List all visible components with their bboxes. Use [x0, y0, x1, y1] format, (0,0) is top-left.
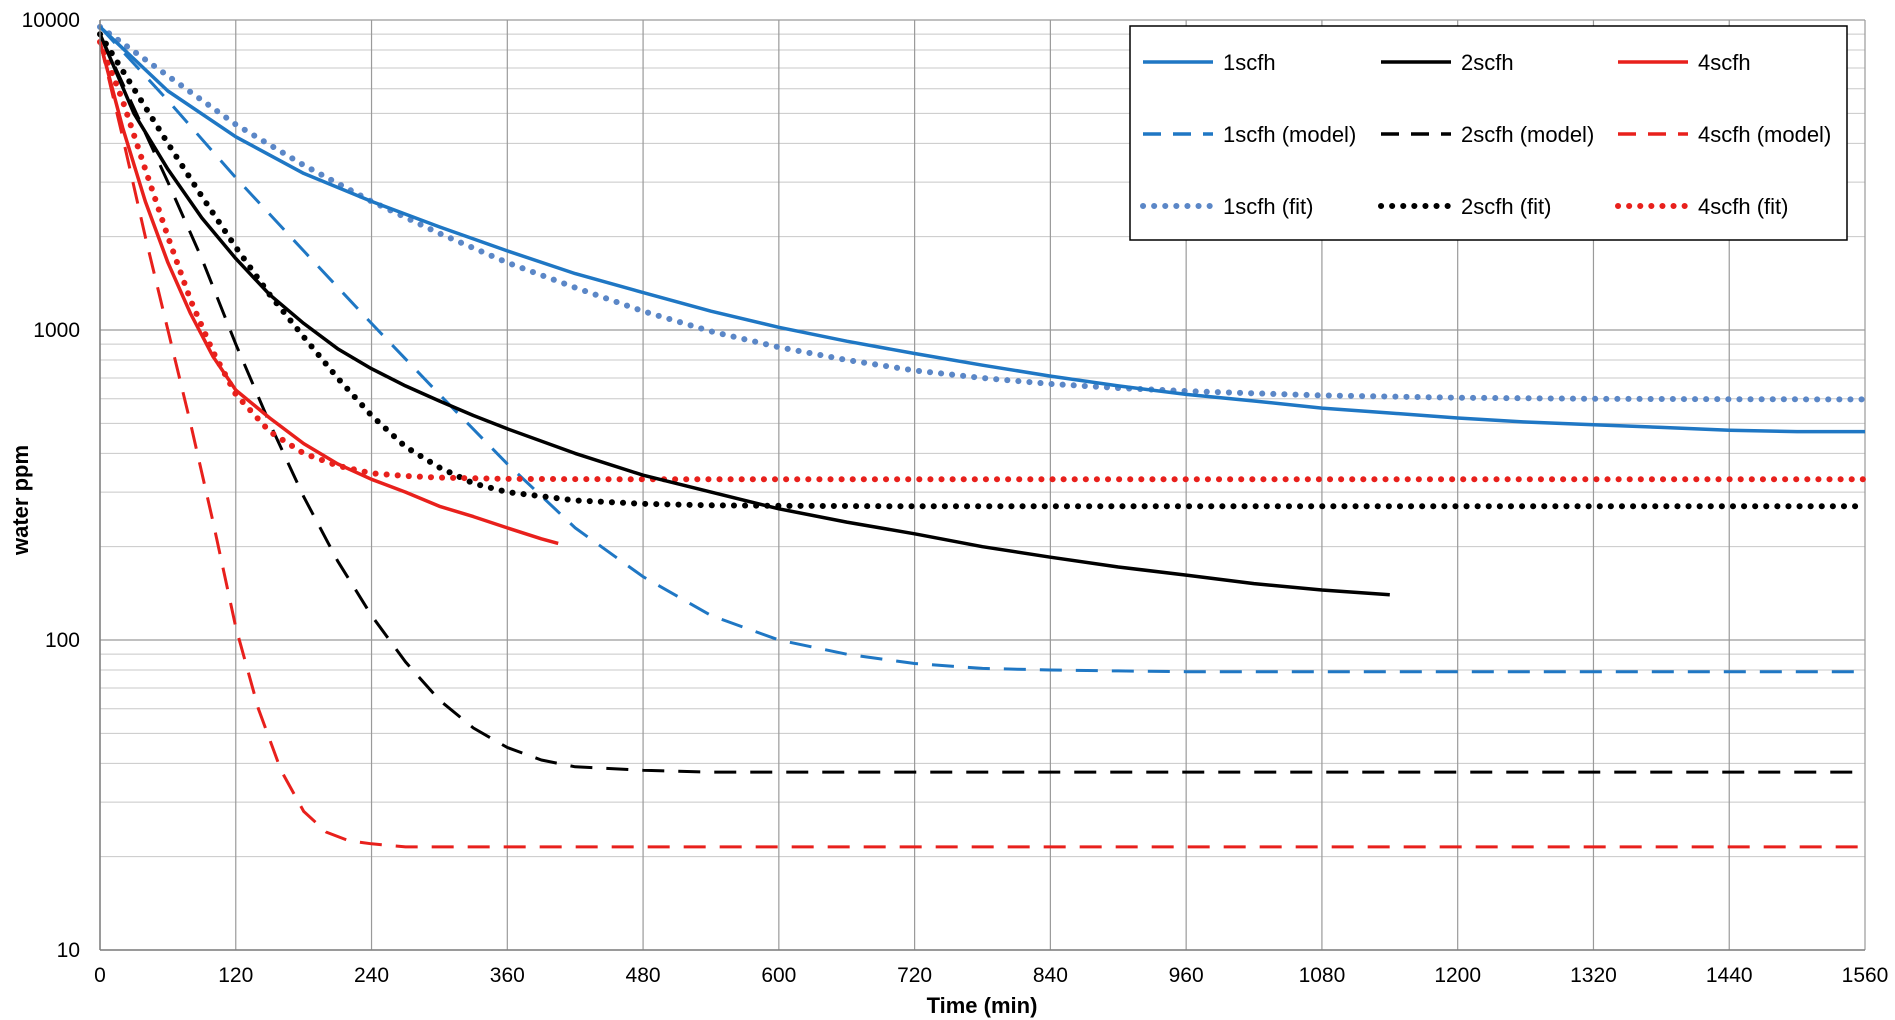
legend-box — [1129, 25, 1848, 241]
x-tick-label: 1080 — [1299, 964, 1346, 987]
legend-label: 4scfh — [1698, 50, 1751, 75]
series-line-4scfh — [98, 41, 559, 546]
y-tick-label: 10000 — [22, 9, 80, 32]
legend-label: 2scfh (fit) — [1461, 194, 1551, 219]
series-line-1scfh-fit- — [97, 23, 1868, 403]
series-line-4scfh-model- — [98, 41, 1865, 849]
y-tick-label: 1000 — [33, 319, 80, 342]
x-tick-label: 720 — [897, 964, 932, 987]
series-line-2scfh-fit- — [97, 31, 1868, 510]
y-tick-label: 10 — [57, 939, 80, 962]
axes — [99, 20, 1865, 951]
x-tick-label: 0 — [94, 964, 106, 987]
series-line-1scfh — [98, 25, 1865, 434]
x-tick-label: 1200 — [1434, 964, 1481, 987]
x-tick-label: 960 — [1169, 964, 1204, 987]
series-line-4scfh-fit- — [97, 38, 1868, 483]
x-tick-label: 480 — [626, 964, 661, 987]
x-tick-label: 600 — [761, 964, 796, 987]
legend-label: 2scfh — [1461, 50, 1514, 75]
y-axis-title: water ppm — [8, 445, 33, 556]
x-tick-label: 840 — [1033, 964, 1068, 987]
legend-label: 1scfh — [1223, 50, 1276, 75]
series-lines — [97, 23, 1868, 849]
x-axis-title: Time (min) — [927, 993, 1038, 1018]
series-line-2scfh — [98, 33, 1390, 597]
x-tick-label: 240 — [354, 964, 389, 987]
x-tick-label: 1440 — [1706, 964, 1753, 987]
x-tick-label: 1320 — [1570, 964, 1617, 987]
legend-label: 4scfh (fit) — [1698, 194, 1788, 219]
series-line-2scfh-model- — [98, 33, 1865, 774]
legend-label: 4scfh (model) — [1698, 122, 1831, 147]
x-tick-label: 1560 — [1842, 964, 1889, 987]
x-tick-label: 360 — [490, 964, 525, 987]
legend-label: 1scfh (fit) — [1223, 194, 1313, 219]
x-tick-labels: 0 120 240 360 480 600 720 840 960 1080 1200 1320 144… — [94, 964, 1888, 987]
x-tick-label: 120 — [218, 964, 253, 987]
y-tick-labels: 10 100 1000 10000 — [22, 9, 80, 962]
legend-label: 2scfh (model) — [1461, 122, 1594, 147]
legend: 1scfh 2scfh 4scfh 1scfh (model) 2scfh (model… — [1129, 25, 1848, 241]
legend-label: 1scfh (model) — [1223, 122, 1356, 147]
y-tick-label: 100 — [45, 629, 80, 652]
